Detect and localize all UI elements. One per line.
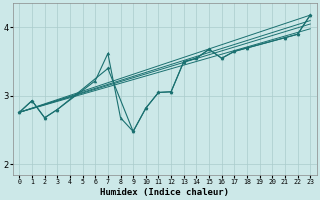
X-axis label: Humidex (Indice chaleur): Humidex (Indice chaleur) [100,188,229,197]
